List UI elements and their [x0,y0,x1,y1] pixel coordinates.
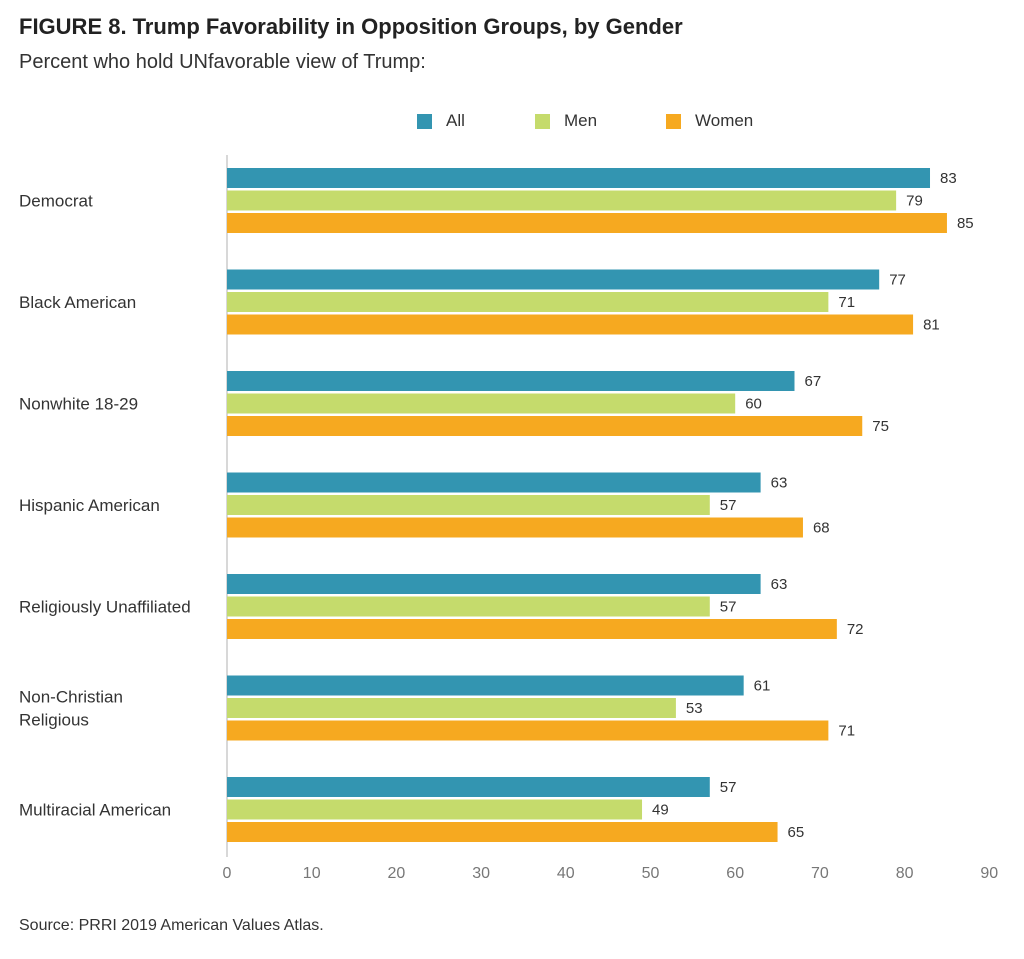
data-label-all: 77 [889,272,906,289]
bar-all [227,168,931,188]
bar-men [227,596,710,617]
bar-women [227,720,829,741]
data-label-men: 57 [720,599,737,616]
bar-all [227,269,880,290]
category-label: Black American [19,293,136,312]
bar-women [227,517,803,538]
bar-women [227,213,947,233]
bar-men [227,292,829,312]
bar-men [227,799,643,820]
data-label-all: 83 [940,170,957,187]
data-label-all: 61 [754,678,771,695]
data-label-all: 63 [771,576,788,593]
bar-men [227,393,736,414]
figure-number: FIGURE 8. [19,14,127,39]
bar-all [227,371,795,391]
bar-women [227,822,778,842]
category-label: Multiracial American [19,801,171,820]
legend-swatch-all [417,113,432,129]
data-label-all: 67 [804,373,821,390]
x-tick-label: 10 [303,865,321,882]
data-label-women: 72 [847,621,864,638]
bar-chart: Democrat 83 79 85 Black American 77 71 81 Nonwhi… [19,155,998,882]
data-label-women: 85 [957,215,974,232]
data-label-women: 65 [788,824,805,841]
x-tick-label: 30 [472,865,490,882]
x-tick-label: 50 [642,865,660,882]
bar-women [227,619,837,639]
legend-label-men: Men [564,111,598,130]
legend-label-women: Women [695,111,754,130]
category-label: Non-Christian Religious [19,688,123,730]
data-label-men: 79 [906,193,923,210]
chart-legend: All Men Women [0,111,1024,137]
legend-item-men: Men [535,111,597,131]
data-label-men: 60 [745,396,762,413]
data-label-women: 68 [813,520,830,537]
legend-item-women: Women [666,111,753,131]
x-tick-label: 20 [388,865,406,882]
legend-swatch-women [666,113,681,129]
data-label-men: 53 [686,700,703,717]
bar-women [227,314,914,335]
bar-all [227,777,710,797]
data-label-women: 71 [838,723,855,740]
x-tick-label: 90 [980,865,998,882]
bar-all [227,675,744,696]
bar-all [227,472,761,493]
category-label: Religiously Unaffiliated [19,598,191,617]
legend-label-all: All [446,111,465,130]
figure-title: FIGURE 8. Trump Favorability in Oppositio… [19,14,683,40]
bar-men [227,698,676,718]
legend-swatch-men [535,113,550,129]
bar-women [227,416,863,436]
data-label-all: 63 [771,475,788,492]
bar-men [227,495,710,515]
x-tick-label: 60 [726,865,744,882]
legend-item-all: All [417,111,465,131]
data-label-men: 71 [838,294,855,311]
category-label: Hispanic American [19,496,160,515]
bar-men [227,190,897,211]
x-tick-label: 0 [223,865,232,882]
x-tick-label: 80 [896,865,914,882]
data-label-men: 57 [720,497,737,514]
data-label-all: 57 [720,779,737,796]
figure-title-text: Trump Favorability in Opposition Groups,… [132,14,683,39]
data-label-women: 75 [872,418,889,435]
figure-subtitle: Percent who hold UNfavorable view of Tru… [19,51,426,73]
data-label-men: 49 [652,802,669,819]
x-tick-label: 40 [557,865,575,882]
source-note: Source: PRRI 2019 American Values Atlas. [19,917,324,934]
category-label: Nonwhite 18-29 [19,395,138,414]
x-tick-label: 70 [811,865,829,882]
data-label-women: 81 [923,317,940,334]
category-label: Democrat [19,192,93,211]
bar-all [227,574,761,594]
